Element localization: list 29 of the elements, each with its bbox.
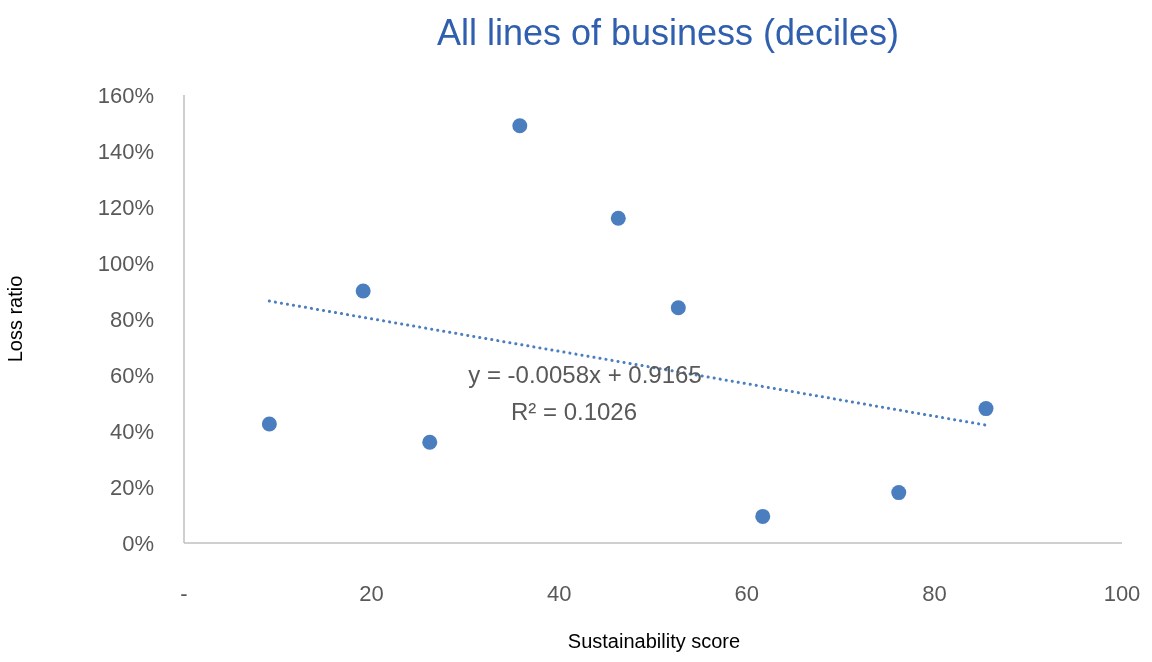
y-axis-title: Loss ratio xyxy=(4,275,26,363)
y-tick-label: 80% xyxy=(109,306,154,332)
y-tick-label: 140% xyxy=(97,138,154,164)
point xyxy=(978,401,994,417)
x-tick-label: - xyxy=(180,580,188,606)
annotation: y = -0.0058x + 0.9165 xyxy=(468,361,702,389)
point xyxy=(670,300,686,316)
x-tick-label: 60 xyxy=(734,580,760,606)
y-tick-label: 40% xyxy=(109,418,154,444)
point xyxy=(512,118,528,134)
y-tick-label: 20% xyxy=(109,474,154,500)
point xyxy=(261,416,277,432)
point xyxy=(891,485,907,501)
x-tick-label: 100 xyxy=(1103,580,1141,606)
chart-title: All lines of business (deciles) xyxy=(436,12,900,53)
point xyxy=(755,508,771,524)
y-tick-label: 60% xyxy=(109,362,154,388)
y-tick-label: 160% xyxy=(97,82,154,108)
y-tick-label: 0% xyxy=(122,530,154,556)
x-axis-title: Sustainability score xyxy=(567,630,741,652)
annotation: R² = 0.1026 xyxy=(510,398,638,426)
y-tick-label: 120% xyxy=(97,194,154,220)
x-tick-label: 40 xyxy=(546,580,572,606)
x-tick-label: 80 xyxy=(922,580,947,606)
point xyxy=(422,434,438,450)
x-tick-label: 20 xyxy=(359,580,384,606)
point xyxy=(355,283,371,299)
point xyxy=(610,210,626,226)
y-tick-label: 100% xyxy=(97,250,154,276)
